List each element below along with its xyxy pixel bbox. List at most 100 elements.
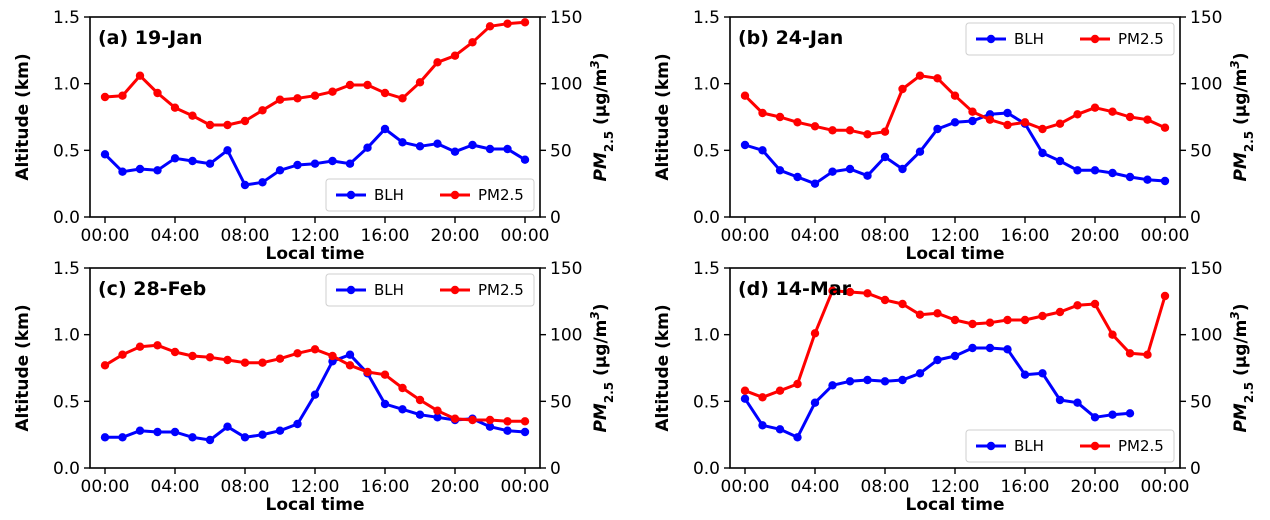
data-point [240,358,250,367]
y-axis-label: Altitude (km) [653,53,673,180]
x-tick-label: 16:00 [361,226,410,246]
data-point [880,377,890,386]
data-point [1003,345,1012,354]
x-tick-label: 00:00 [81,226,130,246]
data-point [503,19,512,28]
data-point [205,159,215,168]
y2-tick-label: 0 [1190,459,1201,479]
data-point [1160,291,1170,301]
x-tick-label: 04:00 [791,477,840,497]
data-point [520,427,530,437]
data-point [740,91,750,100]
x-tick-label: 04:00 [151,477,200,497]
data-point [153,88,162,98]
x-tick-label: 16:00 [1001,226,1050,246]
series-blh [100,124,530,190]
y2-axis-label-part: ) [591,303,611,311]
x-tick-label: 00:00 [721,226,770,246]
data-point [758,421,767,430]
y-tick-label: 0.5 [693,392,720,412]
data-point [1020,118,1030,127]
legend-label: PM2.5 [1118,437,1164,455]
data-point [485,144,495,154]
data-point [188,111,197,120]
x-tick-label: 04:00 [151,226,200,246]
data-point [258,358,267,367]
data-point [1073,301,1082,310]
data-point [1143,350,1152,359]
y2-axis-label-part: 2.5 [602,131,616,152]
data-point [775,386,785,395]
data-point [1073,166,1082,175]
data-point [433,406,442,415]
x-axis-label: Local time [905,244,1004,264]
x-tick-label: 20:00 [1071,477,1120,497]
data-point [1020,315,1030,325]
y-axis-label: Altitude (km) [13,53,33,180]
data-point [240,433,250,442]
panel-title: (b) 24-Jan [738,27,843,49]
series-line [103,127,526,187]
data-point [100,433,110,442]
legend-entry: PM2.5 [440,281,524,299]
data-point [468,38,477,47]
data-point [845,126,855,135]
legend-box [965,429,1175,463]
x-tick-label: 12:00 [931,226,980,246]
y-tick-label: 0.0 [53,459,80,479]
panel-title: (a) 19-Jan [98,27,203,49]
data-point [985,318,995,327]
data-point [1038,124,1047,134]
y2-tick-label: 100 [550,75,582,95]
y2-axis-label-part: ) [1231,52,1251,60]
data-point [118,167,127,176]
series-line [744,289,1167,399]
data-point [793,118,802,127]
data-point [363,143,372,152]
data-point [810,398,820,407]
data-point [1038,148,1047,158]
legend-marker [346,285,356,295]
data-point [450,51,460,60]
data-point [398,405,407,414]
data-point [775,166,785,175]
data-point [758,108,767,118]
data-point [1125,172,1135,182]
legend: BLH PM2.5 [965,429,1175,463]
data-point [933,355,942,365]
x-tick-label: 00:00 [1141,226,1190,246]
data-point [845,287,855,297]
legend-box [965,22,1175,56]
data-point [810,122,820,131]
data-point [915,310,925,319]
y2-axis-label: PM2.5 (μg/m3) [588,303,616,432]
data-point [310,390,320,399]
legend-label: BLH [1014,437,1044,455]
data-point [100,150,110,159]
y2-axis-label-part: 3 [1228,311,1242,319]
series-pm2-5 [740,71,1170,139]
panel-title: (c) 28-Feb [98,278,206,300]
y2-axis-label-part: (μg/m [1231,69,1251,131]
data-point [345,80,355,90]
data-point [363,80,372,90]
legend-entry: BLH [336,281,404,299]
x-tick-label: 20:00 [1071,226,1120,246]
series-blh [740,108,1170,188]
x-axis-label: Local time [265,495,364,515]
data-point [188,156,197,166]
data-point [915,369,925,378]
data-point [863,171,872,180]
x-axis-label: Local time [265,244,364,264]
data-point [968,116,977,126]
data-point [223,120,232,130]
y-tick-label: 0.5 [693,141,720,161]
data-point [1038,369,1047,378]
data-point [258,430,267,439]
data-point [740,386,750,395]
legend-marker [450,190,460,200]
data-point [275,95,285,104]
legend-label: BLH [374,281,404,299]
x-tick-label: 00:00 [721,477,770,497]
